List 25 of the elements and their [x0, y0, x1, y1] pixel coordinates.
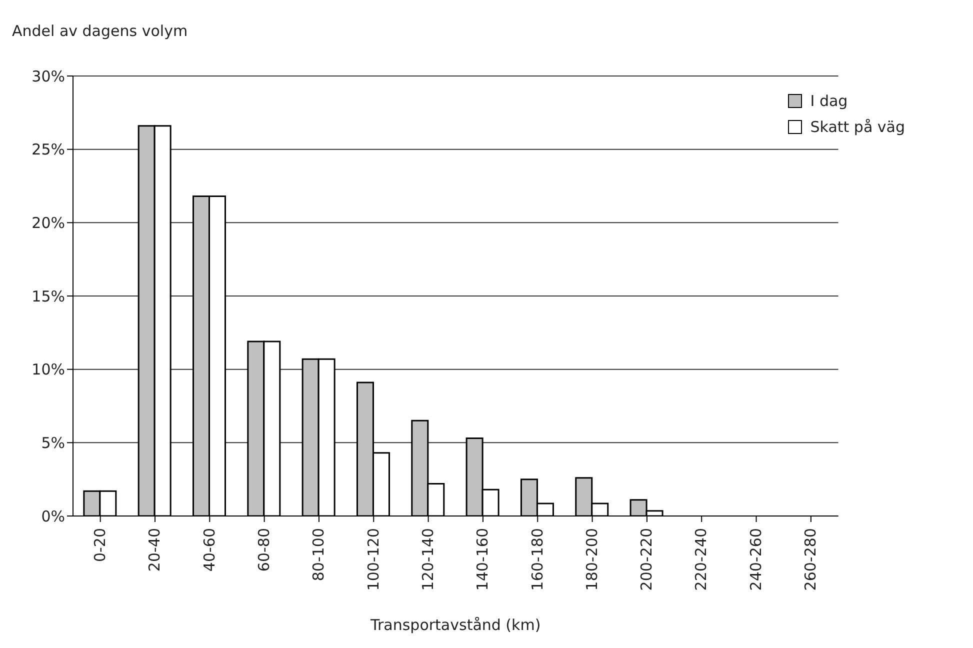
x-tick-label: 60-80 — [254, 528, 273, 572]
x-tick-label: 100-120 — [364, 528, 382, 591]
y-tick-label: 20% — [32, 214, 65, 232]
y-tick-label: 15% — [32, 287, 65, 306]
y-tick-label: 0% — [41, 507, 65, 526]
y-tick-label: 10% — [32, 360, 65, 379]
x-tick-label: 260-280 — [802, 528, 820, 591]
x-tick-label: 120-140 — [418, 528, 437, 591]
x-tick-label: 200-220 — [638, 528, 656, 591]
legend-label: I dag — [810, 91, 848, 112]
x-tick-label: 20-40 — [146, 528, 164, 572]
y-tick-label: 25% — [32, 140, 65, 159]
x-tick-label: 0-20 — [90, 528, 109, 562]
x-axis-title: Transportavstånd (km) — [370, 616, 541, 634]
y-axis-title: Andel av dagens volym — [12, 22, 188, 40]
y-tick-label: 30% — [32, 67, 65, 86]
x-tick-label: 40-60 — [200, 528, 218, 572]
x-tick-label: 80-100 — [310, 528, 328, 582]
legend-label: Skatt på väg — [810, 117, 905, 138]
x-tick-label: 240-260 — [746, 528, 765, 591]
x-tick-label: 220-240 — [692, 528, 710, 591]
x-tick-label: 180-200 — [582, 528, 601, 591]
x-tick-label: 140-160 — [474, 528, 492, 591]
x-tick-label: 160-180 — [528, 528, 546, 591]
y-tick-label: 5% — [41, 434, 65, 452]
